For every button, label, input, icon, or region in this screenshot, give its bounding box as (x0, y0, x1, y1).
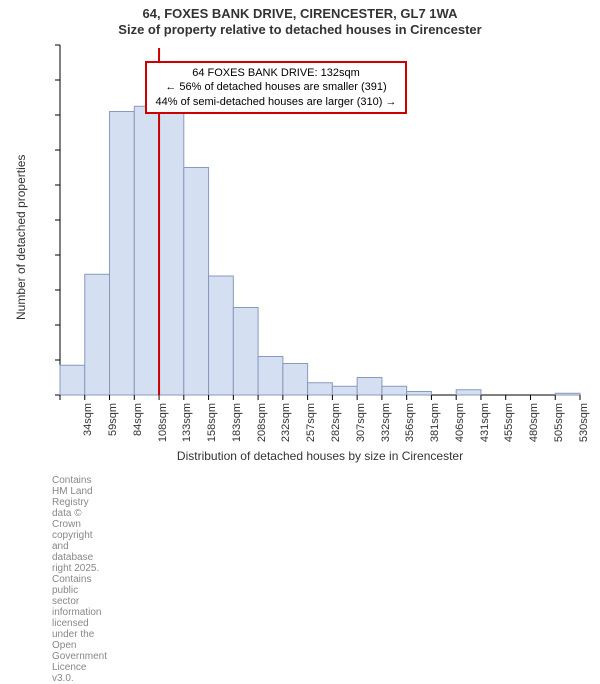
histogram-bar (283, 364, 308, 396)
x-tick: 307sqm (355, 403, 367, 448)
x-tick: 183sqm (231, 403, 243, 448)
x-tick: 530sqm (578, 403, 590, 448)
histogram-bar (382, 386, 407, 395)
x-tick: 332sqm (380, 403, 392, 448)
annotation-line-2: ← 56% of detached houses are smaller (39… (153, 80, 399, 94)
y-axis-label: Number of detached properties (14, 70, 28, 320)
histogram-bar (60, 365, 85, 395)
x-tick: 356sqm (404, 403, 416, 448)
x-tick: 208sqm (256, 403, 268, 448)
histogram-bar (233, 308, 258, 396)
histogram-bar (159, 103, 184, 395)
x-tick: 133sqm (181, 403, 193, 448)
histogram-bar (308, 383, 333, 395)
histogram-bar (209, 276, 234, 395)
x-tick: 505sqm (553, 403, 565, 448)
histogram-bar (555, 393, 580, 395)
x-axis-label: Distribution of detached houses by size … (0, 449, 600, 463)
histogram-bar (258, 357, 283, 396)
histogram-bar (357, 378, 382, 396)
x-tick: 257sqm (305, 403, 317, 448)
footer-text: Contains HM Land Registry data © Crown c… (52, 475, 107, 684)
x-tick: 34sqm (82, 403, 94, 448)
footer-line-1: Contains HM Land Registry data © Crown c… (52, 475, 107, 574)
x-tick: 406sqm (454, 403, 466, 448)
x-tick: 84sqm (132, 403, 144, 448)
x-tick: 431sqm (479, 403, 491, 448)
x-tick: 108sqm (157, 403, 169, 448)
x-tick: 59sqm (107, 403, 119, 448)
x-tick: 381sqm (429, 403, 441, 448)
histogram-bar (110, 112, 135, 396)
x-tick: 158sqm (206, 403, 218, 448)
histogram-bar (407, 392, 432, 396)
histogram-bar (134, 106, 159, 395)
histogram-bar (85, 274, 110, 395)
histogram-bar (456, 390, 481, 395)
histogram-bar (184, 168, 209, 396)
x-tick: 282sqm (330, 403, 342, 448)
annotation-line-3: 44% of semi-detached houses are larger (… (153, 95, 399, 109)
footer-line-2: Contains public sector information licen… (52, 574, 107, 684)
x-tick: 480sqm (528, 403, 540, 448)
x-tick: 232sqm (280, 403, 292, 448)
annotation-box: 64 FOXES BANK DRIVE: 132sqm ← 56% of det… (145, 61, 407, 114)
histogram-bar (332, 386, 357, 395)
x-tick: 455sqm (503, 403, 515, 448)
annotation-line-1: 64 FOXES BANK DRIVE: 132sqm (153, 66, 399, 80)
